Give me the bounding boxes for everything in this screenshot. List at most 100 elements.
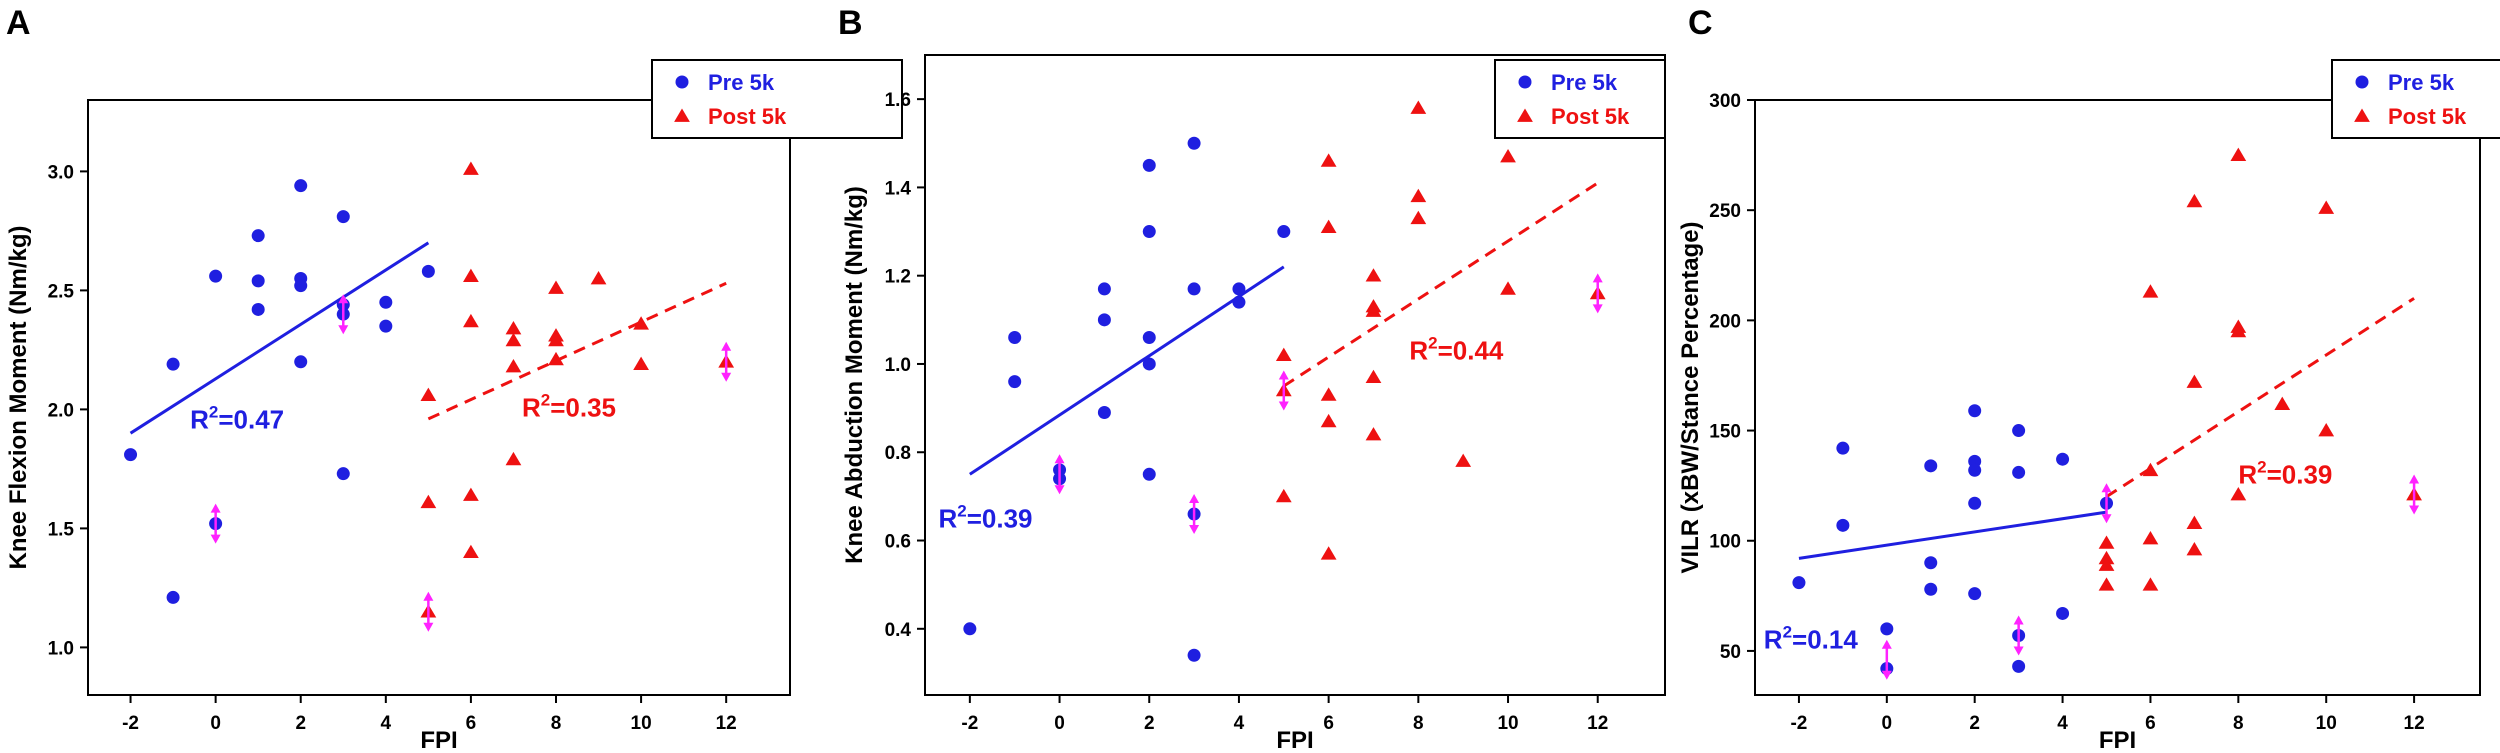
pre-5k-point [336,467,350,481]
post-5k-point [2098,535,2115,549]
x-axis-label: FPI [2099,727,2136,753]
pre-5k-point [1142,330,1156,344]
pre-5k-point [209,269,223,283]
pre-5k-point [1968,463,1982,477]
y-axis-label: VILR (xBW/Stance Percentage) [1677,221,1704,573]
plot-frame [924,54,1666,696]
post-5k-point [505,320,522,335]
post-5k-point [2318,200,2335,214]
pre-5k-point [336,210,350,224]
x-tick-label: 8 [2233,713,2244,734]
pre-5k-point [166,590,180,604]
pre-5k-point [1097,313,1111,327]
post-5k-point [2274,396,2291,410]
x-tick-label: 6 [466,713,477,734]
pre-5k-point [1924,556,1938,570]
pre-fit-line [129,241,430,435]
post-5k-point [505,451,522,466]
highlight-arrow-down [210,534,221,544]
legend-post-label: Post 5k [2388,104,2467,129]
post-5k-point [2186,374,2203,388]
y-tick-label: 1.4 [885,178,912,199]
pre-5k-point [1142,225,1156,239]
pre-r2-label: R2=0.14 [1764,623,1859,655]
legend-box [1494,59,1666,139]
post-5k-point [1410,100,1427,114]
highlight-marker [1189,494,1200,535]
x-tick-label: 6 [1323,713,1334,734]
x-tick-label: 12 [716,713,737,734]
post-5k-point [1275,488,1292,503]
chart-panel-b: B -2 0 2 4 6 8 10 12 0.4 0.6 0.8 1.0 1.2 1.4 1.6 FPI Knee… [838,4,1666,753]
x-tick-label: 2 [1969,713,1980,734]
pre-5k-point [1232,295,1246,309]
post-5k-point [505,332,522,347]
pre-5k-point [1008,330,1022,344]
highlight-arrow-up [721,341,732,351]
post-5k-point [1365,427,1382,441]
pre-5k-point [1792,576,1806,590]
post-5k-point [1455,453,1472,467]
post-5k-point [2098,577,2115,591]
pre-5k-point [1968,587,1982,601]
pre-5k-point [2012,465,2026,479]
highlight-arrow-down [1592,304,1603,314]
y-axis-label: Knee Flexion Moment (Nm/kg) [5,225,32,569]
pre-5k-point [2056,606,2070,620]
plot-frame [1754,99,2481,696]
pre-5k-point [1836,518,1850,532]
post-5k-point [1500,149,1516,163]
pre-5k-point [1142,357,1156,371]
highlight-arrow-down [721,372,732,382]
legend-post-marker [1517,108,1533,122]
plot-frame [87,99,791,696]
legend-pre-marker [675,75,689,89]
pre-fit-line [969,265,1285,476]
highlight-marker [2101,483,2112,524]
legend-post-marker [2354,108,2370,122]
pre-5k-point [1836,441,1850,455]
pre-5k-point [1187,648,1201,662]
post-5k-point [1320,153,1337,167]
pre-5k-point [421,264,435,278]
panel-letter: C [1688,4,1713,42]
post-5k-point [2142,531,2159,545]
legend: Pre 5k Post 5k [1494,59,1666,139]
x-axis-label: FPI [1276,727,1313,753]
pre-5k-point [379,319,393,333]
highlight-marker [210,503,221,544]
pre-5k-point [1142,158,1156,172]
pre-5k-point [166,357,180,371]
post-5k-point [420,494,437,509]
y-tick-label: 1.0 [48,638,74,659]
post-r2-label: R2=0.44 [1409,334,1504,366]
post-5k-point [1410,188,1427,203]
y-tick-label: 1.0 [885,355,911,376]
post-5k-point [1320,413,1337,428]
x-axis-label: FPI [420,727,457,753]
highlight-arrow-up [1881,639,1892,649]
y-tick-label: 100 [1709,532,1741,553]
pre-5k-point [251,302,265,316]
pre-5k-point [1232,282,1246,296]
post-5k-point [1410,210,1427,225]
post-fit-line [427,281,727,421]
x-tick-label: 6 [2145,713,2156,734]
post-5k-point [1365,369,1382,384]
post-5k-point [633,356,649,371]
y-tick-label: 0.4 [885,620,912,641]
x-tick-label: 2 [1144,713,1155,734]
highlight-arrow-up [1592,273,1603,283]
pre-5k-point [2012,659,2026,673]
pre-5k-point [294,179,308,193]
y-tick-label: 0.8 [885,443,911,464]
y-tick-label: 250 [1709,201,1741,222]
y-tick-label: 150 [1709,422,1741,443]
pre-5k-point [251,274,265,288]
post-fit-line [2105,297,2415,498]
highlight-arrow-up [1189,494,1200,504]
highlight-arrow-down [1881,670,1892,680]
x-tick-label: 0 [210,713,221,734]
pre-5k-point [1187,282,1201,296]
post-5k-point [1365,299,1382,313]
